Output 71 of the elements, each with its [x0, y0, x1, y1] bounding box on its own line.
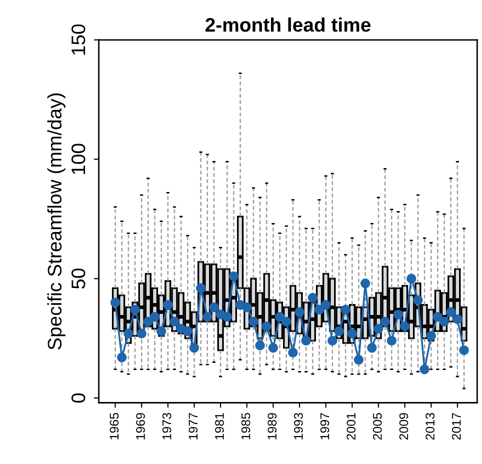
point	[328, 336, 338, 346]
y-tick-label: 0	[71, 393, 86, 403]
point	[334, 326, 344, 336]
x-tick-label: 2017	[452, 413, 461, 440]
point	[163, 300, 173, 310]
point	[124, 328, 134, 338]
point	[196, 283, 206, 294]
point	[320, 300, 331, 310]
y-axis-title: Specific Streamflow (mm/day)	[47, 93, 66, 350]
point	[294, 307, 304, 317]
point	[386, 336, 396, 346]
point	[400, 322, 410, 332]
point	[130, 304, 140, 315]
point	[189, 342, 200, 353]
x-tick-label: 1973	[162, 413, 172, 440]
point	[380, 316, 390, 326]
point	[170, 316, 180, 326]
point	[367, 342, 377, 353]
point	[426, 331, 436, 341]
point	[347, 328, 358, 338]
point	[202, 312, 212, 322]
x-tick-label: 1977	[188, 413, 198, 440]
point	[452, 314, 462, 324]
point	[459, 345, 469, 356]
point	[413, 295, 423, 305]
point	[136, 328, 146, 338]
point	[182, 326, 193, 336]
point	[228, 271, 239, 282]
point	[110, 298, 120, 308]
chart-title: 2-month lead time	[205, 17, 371, 32]
point	[222, 312, 232, 322]
x-tick-label: 1965	[110, 412, 119, 440]
point	[281, 316, 292, 326]
x-tick-label: 2005	[372, 412, 382, 440]
point	[432, 312, 443, 322]
point	[150, 312, 160, 322]
point	[446, 307, 456, 317]
point	[354, 354, 364, 365]
point	[116, 352, 127, 362]
point	[393, 310, 404, 320]
x-tick-label: 1997	[320, 413, 330, 440]
point	[248, 316, 258, 326]
x-tick-label: 2009	[399, 413, 408, 440]
point	[143, 316, 154, 326]
x-tick-label: 1969	[136, 413, 145, 440]
point	[439, 316, 450, 326]
point	[340, 304, 350, 315]
point	[209, 302, 219, 312]
y-tick-label: 100	[71, 144, 86, 174]
point	[420, 364, 430, 374]
point	[314, 304, 324, 315]
point	[274, 312, 285, 322]
point	[268, 342, 278, 353]
x-tick-label: 2013	[426, 413, 434, 440]
x-tick-label: 2001	[346, 413, 356, 440]
point	[308, 292, 318, 303]
point	[360, 278, 370, 288]
x-tick-label: 1985	[241, 412, 250, 440]
y-tick-label: 50	[71, 268, 86, 289]
point	[262, 322, 272, 332]
x-tick-label: 1981	[215, 413, 224, 440]
point	[374, 324, 384, 334]
point	[242, 302, 252, 312]
point	[255, 340, 265, 350]
point	[301, 336, 311, 346]
point	[288, 348, 298, 358]
y-tick-label: 150	[71, 24, 86, 55]
x-tick-label: 1993	[294, 413, 303, 440]
x-tick-label: 1989	[268, 413, 277, 440]
point	[406, 274, 416, 284]
point	[156, 326, 166, 336]
